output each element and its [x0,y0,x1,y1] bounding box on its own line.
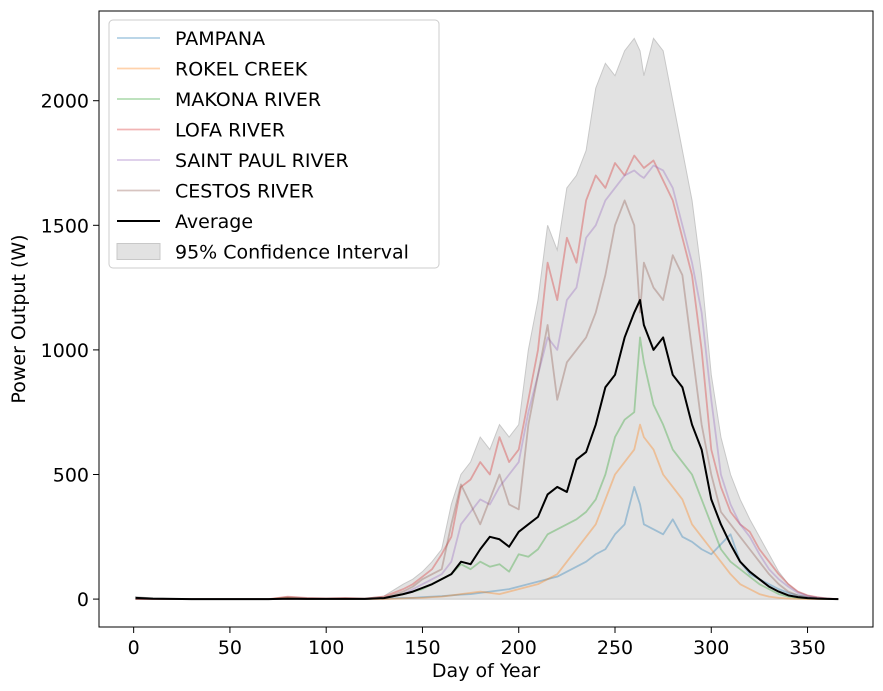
series-layer [135,154,839,601]
legend-label-makona-river: MAKONA RIVER [175,89,321,111]
legend-label-rokel-creek: ROKEL CREEK [175,59,308,81]
y-axis-label: Power Output (W) [8,234,30,403]
legend-frame [108,19,440,269]
series-line-average [135,299,839,601]
legend-swatch-95-confidence-interval [116,243,161,260]
y-tick-label: 500 [53,464,89,486]
x-tick-label: 200 [501,637,537,659]
y-axis-ticks: 0 500 1000 1500 2000 [41,91,99,611]
y-tick-label: 0 [77,589,89,611]
legend-label-average: Average [175,211,253,233]
legend-label-lofa-river: LOFA RIVER [175,120,285,142]
x-tick-label: 50 [218,637,242,659]
legend-label-95-confidence-interval: 95% Confidence Interval [175,242,409,264]
x-tick-label: 250 [597,637,633,659]
x-axis-label: Day of Year [432,660,540,682]
legend-label-pampana: PAMPANA [175,28,265,50]
legend-label-cestos-river: CESTOS RIVER [175,181,314,203]
legend-label-saint-paul-river: SAINT PAUL RIVER [175,150,349,172]
y-tick-label: 1000 [41,340,89,362]
plot-frame [98,10,874,628]
y-tick-label: 2000 [41,91,89,113]
x-axis-ticks: 0 50 100 150 200 250 300 350 [128,627,826,659]
x-tick-label: 300 [693,637,729,659]
x-tick-label: 350 [789,637,825,659]
y-tick-label: 1500 [41,215,89,237]
legend: PAMPANA ROKEL CREEK MAKONA RIVER LOFA RIVER… [108,19,440,269]
x-tick-label: 150 [404,637,440,659]
x-tick-label: 0 [128,637,140,659]
x-tick-label: 100 [308,637,344,659]
